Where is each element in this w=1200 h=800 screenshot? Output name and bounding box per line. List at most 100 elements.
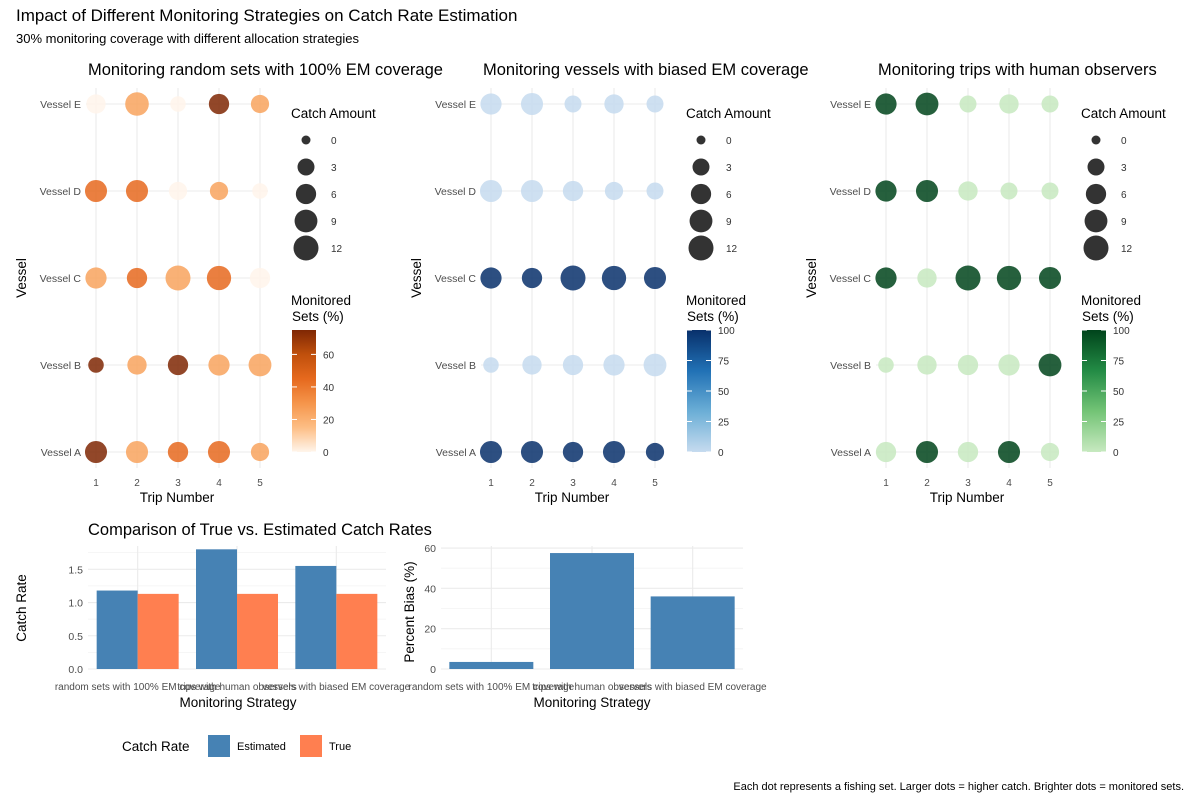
data-point <box>602 440 626 464</box>
y-tick-label: 0 <box>430 664 436 676</box>
x-tick-label: 2 <box>134 478 140 489</box>
data-point <box>1041 182 1059 200</box>
legend-swatch <box>208 735 230 757</box>
x-tick-label: 1 <box>93 478 99 489</box>
y-tick-label: Vessel A <box>41 447 81 459</box>
size-legend-label: 3 <box>1121 163 1127 174</box>
data-point <box>520 92 544 116</box>
page-subtitle: 30% monitoring coverage with different a… <box>16 31 360 46</box>
data-point <box>875 441 897 463</box>
data-point <box>248 353 272 377</box>
data-point <box>126 267 148 289</box>
color-legend-label: 25 <box>718 418 730 429</box>
legend-label: Estimated <box>237 741 286 753</box>
color-legend-title: Monitored <box>1081 293 1141 308</box>
data-point <box>917 268 937 288</box>
size-legend-label: 3 <box>331 163 337 174</box>
page-caption: Each dot represents a fishing set. Large… <box>733 781 1184 793</box>
size-legend-label: 0 <box>726 136 732 147</box>
data-point <box>125 179 149 203</box>
data-point <box>604 94 624 114</box>
x-axis-title: Trip Number <box>535 490 610 505</box>
data-point <box>85 267 107 289</box>
data-point <box>564 95 582 113</box>
x-tick-label: 1 <box>488 478 494 489</box>
data-point <box>250 94 270 114</box>
y-tick-label: Vessel B <box>40 360 81 372</box>
data-point <box>165 265 191 291</box>
data-point <box>875 180 897 202</box>
x-tick-label: 4 <box>1006 478 1012 489</box>
data-point <box>1038 353 1062 377</box>
bar-true <box>336 593 378 669</box>
color-legend-label: 0 <box>1113 448 1119 459</box>
data-point <box>878 357 894 373</box>
bar-bias <box>550 553 634 669</box>
size-legend-label: 3 <box>726 163 732 174</box>
size-legend-dot <box>293 235 319 261</box>
color-legend-label: 0 <box>323 448 329 459</box>
color-legend-title: Sets (%) <box>1082 309 1134 324</box>
data-point <box>520 179 544 203</box>
x-tick-label: 1 <box>883 478 889 489</box>
x-axis-title: Trip Number <box>140 490 215 505</box>
color-legend-title: Sets (%) <box>292 309 344 324</box>
size-legend-dot <box>1091 135 1101 145</box>
y-tick-label: Vessel C <box>830 273 872 285</box>
x-tick-label: vessels with biased EM coverage <box>619 682 767 693</box>
y-tick-label: Vessel B <box>830 360 871 372</box>
data-point <box>998 354 1020 376</box>
x-tick-label: trips with human observers <box>177 682 297 693</box>
x-tick-label: 3 <box>175 478 181 489</box>
data-point <box>604 181 624 201</box>
data-point <box>646 95 664 113</box>
data-point <box>958 181 978 201</box>
x-tick-label: 5 <box>1047 478 1053 489</box>
size-legend-label: 12 <box>331 244 343 255</box>
data-point <box>562 441 584 463</box>
y-tick-label: 1.5 <box>68 564 83 576</box>
x-tick-label: 3 <box>965 478 971 489</box>
y-tick-label: 0.5 <box>68 631 83 643</box>
size-legend-title: Catch Amount <box>291 106 376 121</box>
size-legend-dot <box>696 135 706 145</box>
data-point <box>208 354 230 376</box>
x-tick-label: 3 <box>570 478 576 489</box>
data-point <box>170 96 186 112</box>
data-point <box>645 442 665 462</box>
data-point <box>875 267 897 289</box>
y-tick-label: Vessel E <box>830 99 871 111</box>
size-legend-dot <box>294 209 318 233</box>
data-point <box>167 354 189 376</box>
size-legend-dot <box>1087 158 1105 176</box>
y-axis-title: Vessel <box>409 258 424 298</box>
data-point <box>957 441 979 463</box>
bar-estimated <box>196 549 237 669</box>
y-axis-title: Percent Bias (%) <box>402 561 417 662</box>
data-point <box>1040 442 1060 462</box>
data-point <box>1038 266 1062 290</box>
data-point <box>997 440 1021 464</box>
data-point <box>483 357 499 373</box>
y-tick-label: Vessel C <box>40 273 82 285</box>
y-axis-title: Vessel <box>804 258 819 298</box>
data-point <box>520 440 544 464</box>
data-point <box>875 93 897 115</box>
size-legend-dot <box>1083 235 1109 261</box>
size-legend-dot <box>690 183 712 205</box>
x-axis-title: Monitoring Strategy <box>533 695 650 710</box>
bar-chart-catch-rate: Comparison of True vs. Estimated Catch R… <box>14 521 432 757</box>
data-point <box>522 355 542 375</box>
color-legend-label: 75 <box>1113 357 1125 368</box>
y-tick-label: Vessel D <box>40 186 82 198</box>
y-tick-label: 1.0 <box>68 598 83 610</box>
size-legend-label: 12 <box>1121 244 1133 255</box>
data-point <box>955 265 981 291</box>
data-point <box>643 353 667 377</box>
size-legend-label: 0 <box>1121 136 1127 147</box>
y-axis-title: Vessel <box>14 258 29 298</box>
color-legend-label: 50 <box>718 387 730 398</box>
data-point <box>252 183 268 199</box>
x-tick-label: vessels with biased EM coverage <box>262 682 410 693</box>
data-point <box>84 179 108 203</box>
